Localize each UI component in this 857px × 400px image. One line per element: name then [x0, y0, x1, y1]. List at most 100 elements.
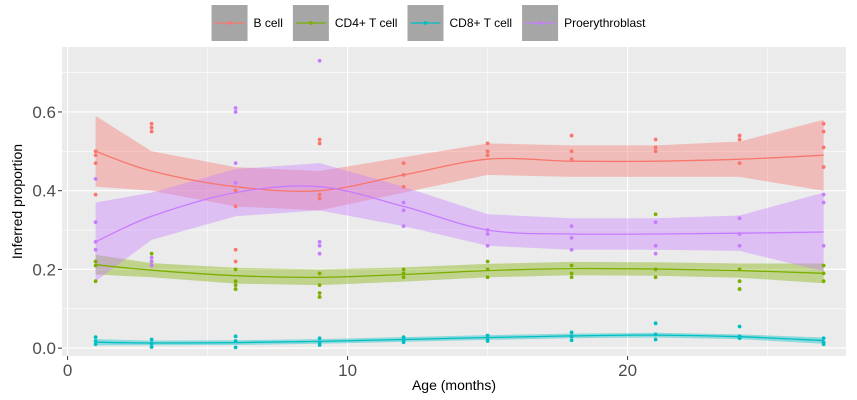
- legend-key-point: [423, 21, 428, 25]
- data-point: [233, 161, 238, 166]
- data-point: [737, 232, 742, 236]
- data-point: [233, 180, 238, 185]
- data-point: [569, 236, 574, 240]
- data-point: [569, 224, 574, 229]
- data-point: [401, 200, 406, 205]
- data-point: [653, 267, 658, 272]
- data-point: [149, 125, 154, 130]
- legend: B cell CD4+ T cell CD8+ T cell Proerythrobl…: [211, 5, 646, 41]
- data-point: [569, 133, 574, 138]
- legend-key-point: [227, 21, 232, 25]
- data-point: [93, 263, 98, 268]
- data-point: [821, 121, 826, 126]
- data-point: [93, 239, 98, 244]
- data-point: [317, 251, 322, 256]
- data-point: [485, 243, 490, 248]
- data-point: [93, 153, 98, 158]
- legend-item: CD4+ T cell: [292, 5, 398, 41]
- data-point: [485, 149, 490, 154]
- data-point: [401, 337, 406, 342]
- data-point: [317, 336, 322, 341]
- data-point: [317, 192, 322, 197]
- data-point: [93, 192, 98, 197]
- data-point: [485, 153, 490, 158]
- data-point: [233, 204, 238, 209]
- data-point: [149, 129, 154, 134]
- data-point: [821, 342, 826, 347]
- data-point: [485, 339, 490, 343]
- y-tick-label: 0.2: [32, 260, 56, 279]
- trend-line: [95, 334, 824, 344]
- data-point: [401, 340, 406, 345]
- data-point: [737, 216, 742, 221]
- data-point: [401, 271, 406, 276]
- data-point: [93, 335, 98, 340]
- trend-line: [95, 150, 824, 192]
- data-point: [93, 259, 98, 264]
- data-point: [401, 224, 406, 229]
- data-point: [653, 332, 658, 337]
- x-tick-label: 10: [338, 361, 357, 380]
- data-point: [149, 121, 154, 126]
- data-point: [485, 232, 490, 236]
- data-point: [653, 275, 658, 280]
- data-point: [317, 295, 322, 299]
- data-point: [569, 334, 574, 339]
- data-point: [653, 220, 658, 225]
- data-point: [149, 259, 154, 264]
- data-point: [93, 339, 98, 343]
- data-point: [737, 287, 742, 291]
- data-point: [149, 337, 154, 342]
- legend-label: B cell: [254, 16, 283, 30]
- x-axis-title: Age (months): [412, 377, 496, 393]
- data-point: [93, 247, 98, 252]
- y-tick-label: 0.0: [32, 339, 56, 358]
- data-point: [485, 333, 490, 338]
- data-point: [485, 228, 490, 232]
- legend-key-point: [308, 21, 313, 25]
- data-point: [317, 58, 322, 63]
- x-tick-label: 20: [618, 361, 637, 380]
- data-point: [149, 341, 154, 346]
- legend-key-point: [538, 21, 542, 25]
- data-point: [317, 340, 322, 345]
- data-point: [317, 283, 322, 288]
- data-point: [821, 279, 826, 284]
- data-point: [317, 141, 322, 146]
- data-point: [233, 267, 238, 272]
- data-point: [821, 200, 826, 205]
- data-point: [233, 110, 238, 114]
- data-point: [149, 255, 154, 260]
- data-point: [233, 259, 238, 264]
- data-point: [93, 342, 98, 347]
- data-point: [569, 275, 574, 280]
- data-point: [821, 243, 826, 248]
- data-point: [653, 243, 658, 248]
- data-point: [653, 321, 658, 326]
- y-tick-label: 0.6: [32, 103, 56, 122]
- data-point: [485, 259, 490, 264]
- data-point: [317, 196, 322, 201]
- data-point: [401, 267, 406, 272]
- data-point: [233, 106, 238, 110]
- data-point: [401, 161, 406, 166]
- legend-item: Proerythroblast: [522, 5, 646, 41]
- data-point: [149, 345, 154, 349]
- data-point: [737, 336, 742, 341]
- data-point: [401, 184, 406, 189]
- data-point: [233, 339, 238, 343]
- data-point: [485, 267, 490, 272]
- data-point: [317, 271, 322, 276]
- trend-line: [95, 185, 824, 243]
- data-point: [233, 283, 238, 288]
- data-point: [569, 338, 574, 343]
- data-point: [233, 188, 238, 193]
- data-point: [233, 334, 238, 339]
- legend-label: CD4+ T cell: [335, 16, 398, 30]
- data-point: [821, 263, 826, 268]
- trend-line: [95, 264, 824, 278]
- data-point: [93, 161, 98, 166]
- data-point: [653, 137, 658, 142]
- data-point: [93, 149, 98, 154]
